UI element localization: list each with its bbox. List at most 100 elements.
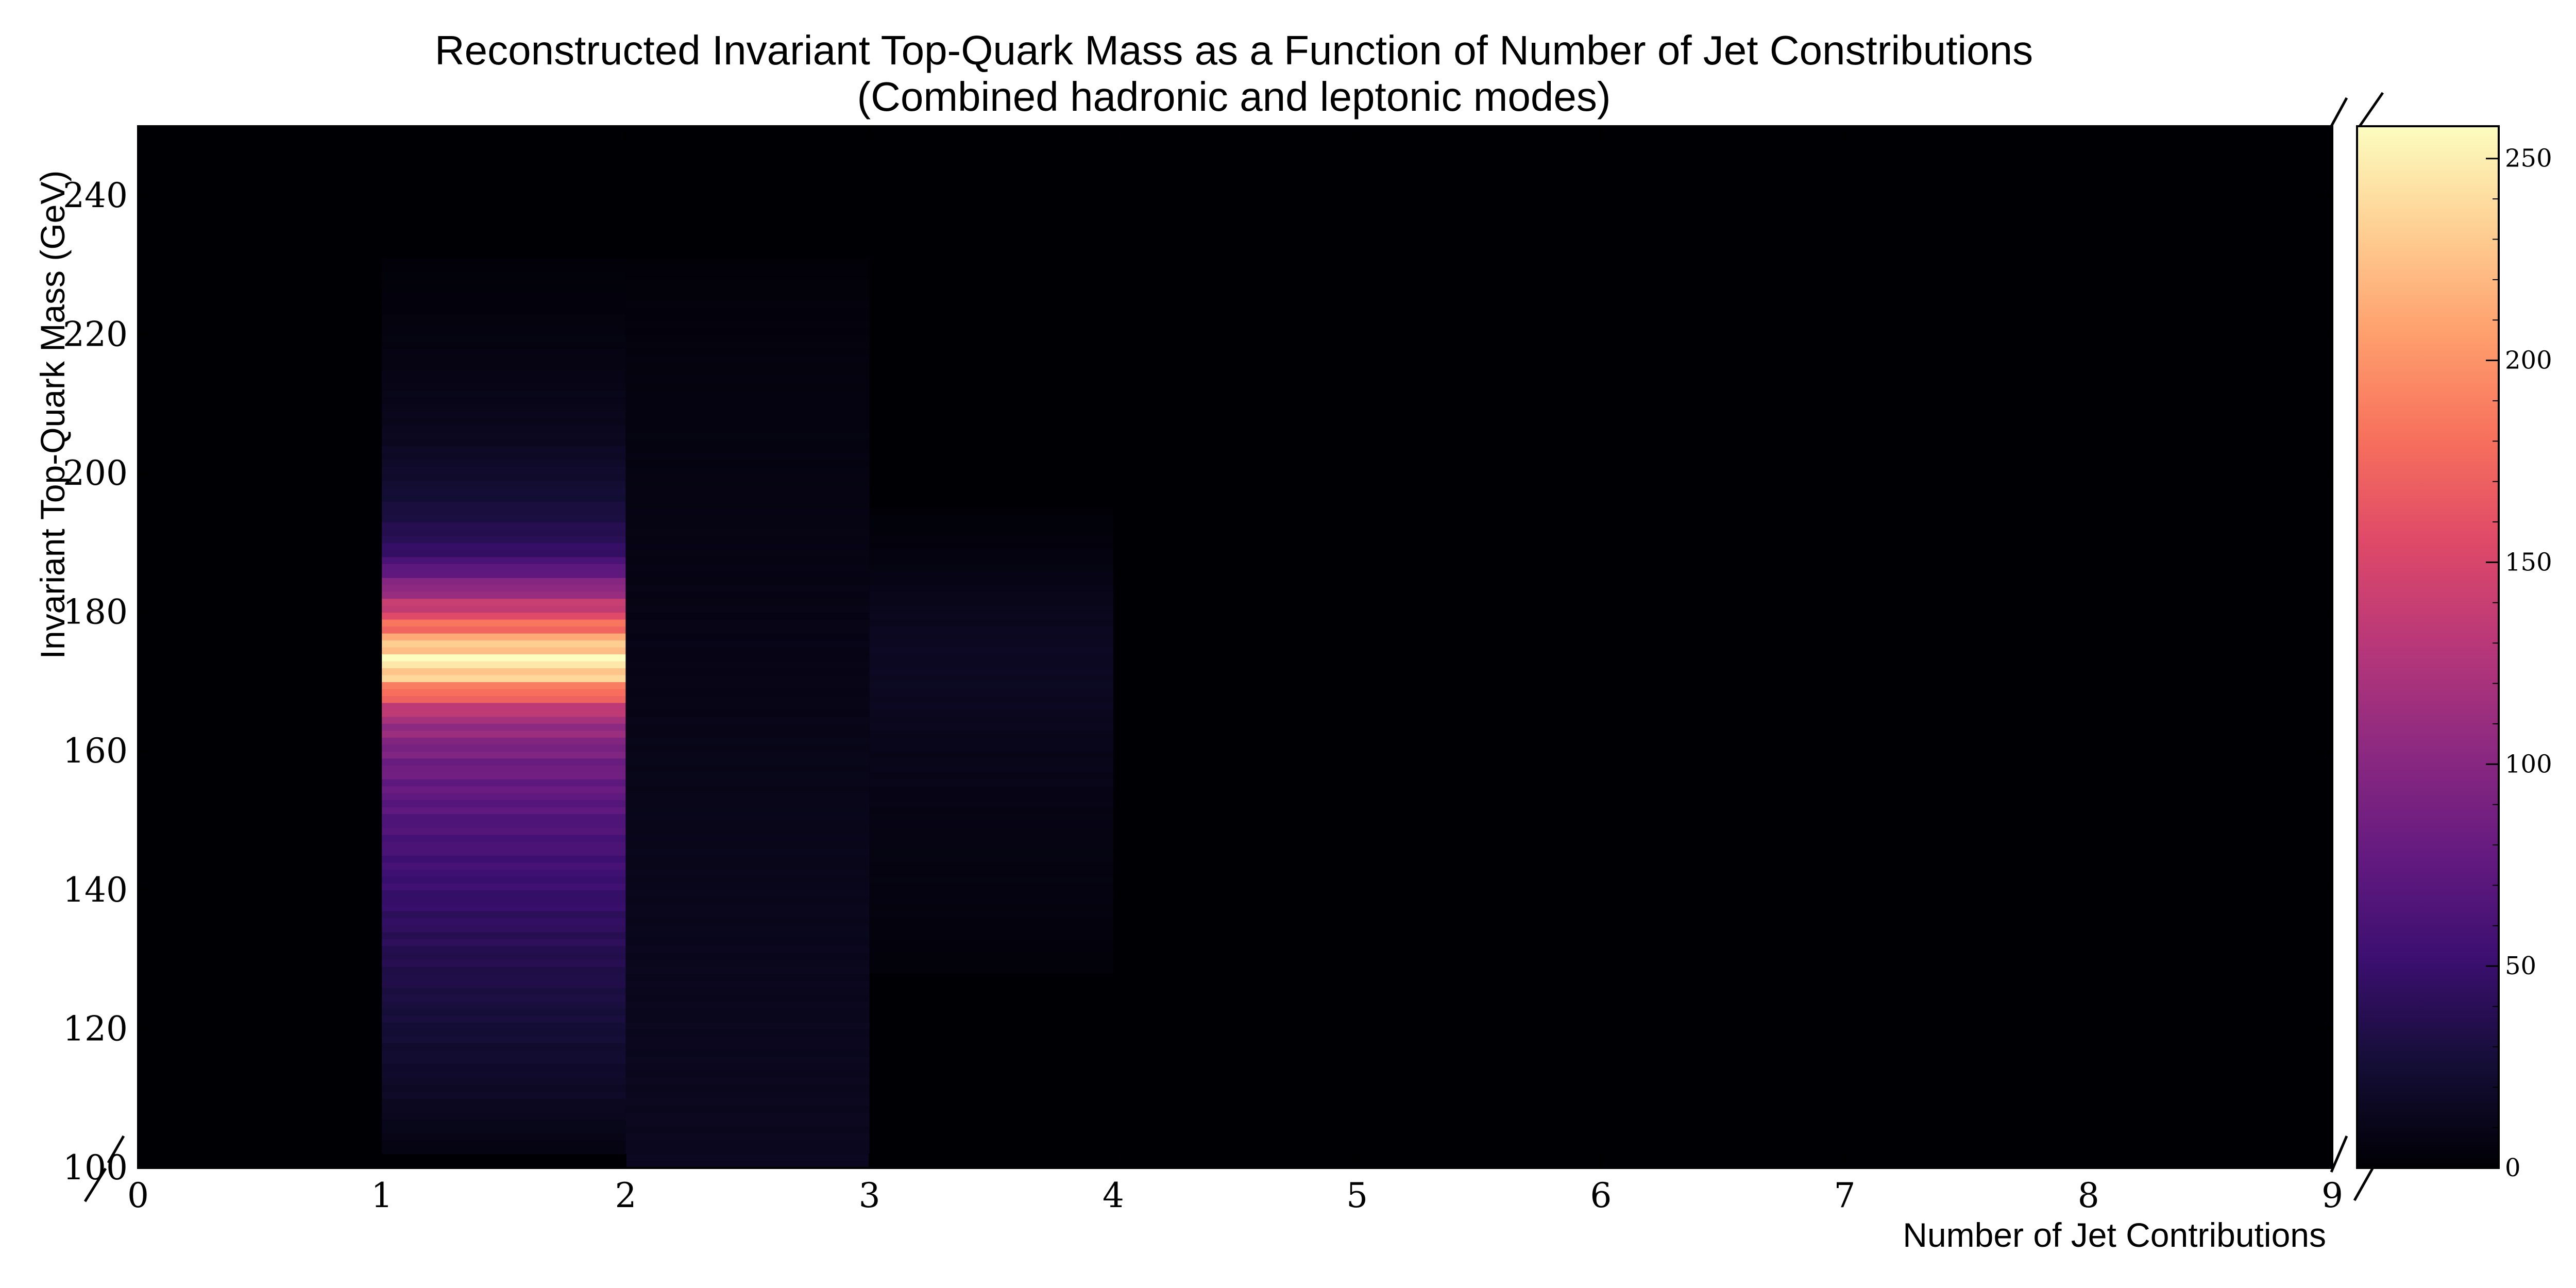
heat-cell	[869, 800, 1113, 807]
heat-cell	[382, 522, 626, 530]
heat-cell	[625, 411, 870, 418]
heat-cell	[625, 390, 870, 398]
y-tick-label: 220	[63, 314, 128, 354]
heat-cell	[382, 626, 626, 634]
heat-cell	[382, 300, 626, 308]
heat-cell	[869, 529, 1113, 536]
y-tick-label: 160	[63, 731, 128, 771]
heat-cell	[382, 980, 626, 988]
heat-cell	[382, 286, 626, 294]
heat-cell	[625, 800, 870, 807]
heat-cell	[869, 696, 1113, 703]
heat-cell	[382, 779, 626, 787]
heat-cell	[382, 348, 626, 356]
heat-cell	[382, 1008, 626, 1016]
heat-cell	[382, 633, 626, 641]
heat-cell	[382, 320, 626, 328]
heat-cell	[382, 1077, 626, 1085]
heat-cell	[869, 564, 1113, 571]
heat-cell	[382, 543, 626, 550]
heat-cell	[625, 543, 870, 550]
heat-cell	[382, 313, 626, 321]
heat-cell	[625, 744, 870, 752]
heat-cell	[869, 772, 1113, 779]
heat-cell	[382, 855, 626, 863]
heat-cell	[625, 647, 870, 655]
heat-cell	[382, 772, 626, 779]
axis-break-marks	[83, 92, 2384, 1202]
heat-cell	[382, 800, 626, 807]
heat-cell	[869, 723, 1113, 731]
heat-cell	[625, 730, 870, 738]
heat-cell	[625, 1105, 870, 1113]
heat-cell	[382, 737, 626, 745]
heat-cell	[382, 640, 626, 648]
heat-cell	[382, 466, 626, 474]
heat-cell	[382, 688, 626, 696]
heat-cell	[625, 1119, 870, 1127]
heat-cell	[625, 265, 870, 273]
heat-cell	[869, 841, 1113, 849]
heat-cell	[869, 883, 1113, 891]
heat-cell	[869, 953, 1113, 960]
x-axis-label: Number of Jet Contributions	[1903, 1216, 2326, 1254]
heat-cell	[625, 1008, 870, 1016]
heat-cell	[382, 647, 626, 655]
heat-cell	[869, 619, 1113, 627]
heat-cell	[382, 848, 626, 856]
heat-cell	[625, 355, 870, 363]
heat-cell	[382, 508, 626, 516]
heat-cell	[625, 452, 870, 460]
heat-cell	[382, 1091, 626, 1099]
heat-cell	[382, 668, 626, 675]
heat-cell	[625, 807, 870, 815]
heat-cell	[625, 473, 870, 481]
heat-cell	[869, 550, 1113, 557]
heat-cell	[869, 855, 1113, 863]
y-tick-label: 120	[63, 1009, 128, 1048]
heat-cell	[869, 939, 1113, 946]
heat-cell	[869, 869, 1113, 877]
x-tick-label: 4	[1103, 1176, 1124, 1215]
heat-cell	[625, 550, 870, 557]
x-tick-label: 2	[615, 1176, 636, 1215]
heat-cell	[869, 834, 1113, 842]
heat-cell	[382, 1022, 626, 1029]
heat-cell	[625, 612, 870, 620]
y-tick-label: 180	[63, 592, 128, 632]
heat-cell	[382, 807, 626, 815]
heat-cell	[382, 1140, 626, 1148]
heat-cell	[382, 1029, 626, 1037]
heat-cell	[869, 633, 1113, 641]
x-tick-label: 5	[1346, 1176, 1368, 1215]
heat-cell	[625, 425, 870, 432]
heat-cell	[869, 702, 1113, 710]
heat-cell	[382, 487, 626, 495]
heat-cell	[382, 953, 626, 960]
heat-cell	[625, 584, 870, 592]
heat-cell	[382, 570, 626, 578]
heat-cell	[382, 1043, 626, 1050]
heat-cell	[625, 1043, 870, 1050]
x-axis: 0 1 2 3 4 5 6 7 8 9	[127, 126, 2343, 1215]
heat-cell	[625, 570, 870, 578]
x-tick-label: 8	[2078, 1176, 2099, 1215]
heat-cell	[869, 751, 1113, 759]
heat-cell	[382, 862, 626, 870]
heat-cell	[625, 688, 870, 696]
heat-cell	[382, 1015, 626, 1023]
heat-cell	[382, 293, 626, 300]
heat-layer	[382, 258, 1113, 1168]
heat-cell	[382, 355, 626, 363]
heat-cell	[869, 793, 1113, 801]
heat-cell	[382, 1071, 626, 1078]
heat-cell	[869, 515, 1113, 522]
heat-cell	[869, 543, 1113, 550]
heat-cell	[382, 674, 626, 682]
heat-cell	[382, 876, 626, 884]
heat-cell	[382, 897, 626, 905]
heat-cell	[625, 696, 870, 703]
heat-cell	[382, 258, 626, 266]
heat-cell	[382, 494, 626, 502]
